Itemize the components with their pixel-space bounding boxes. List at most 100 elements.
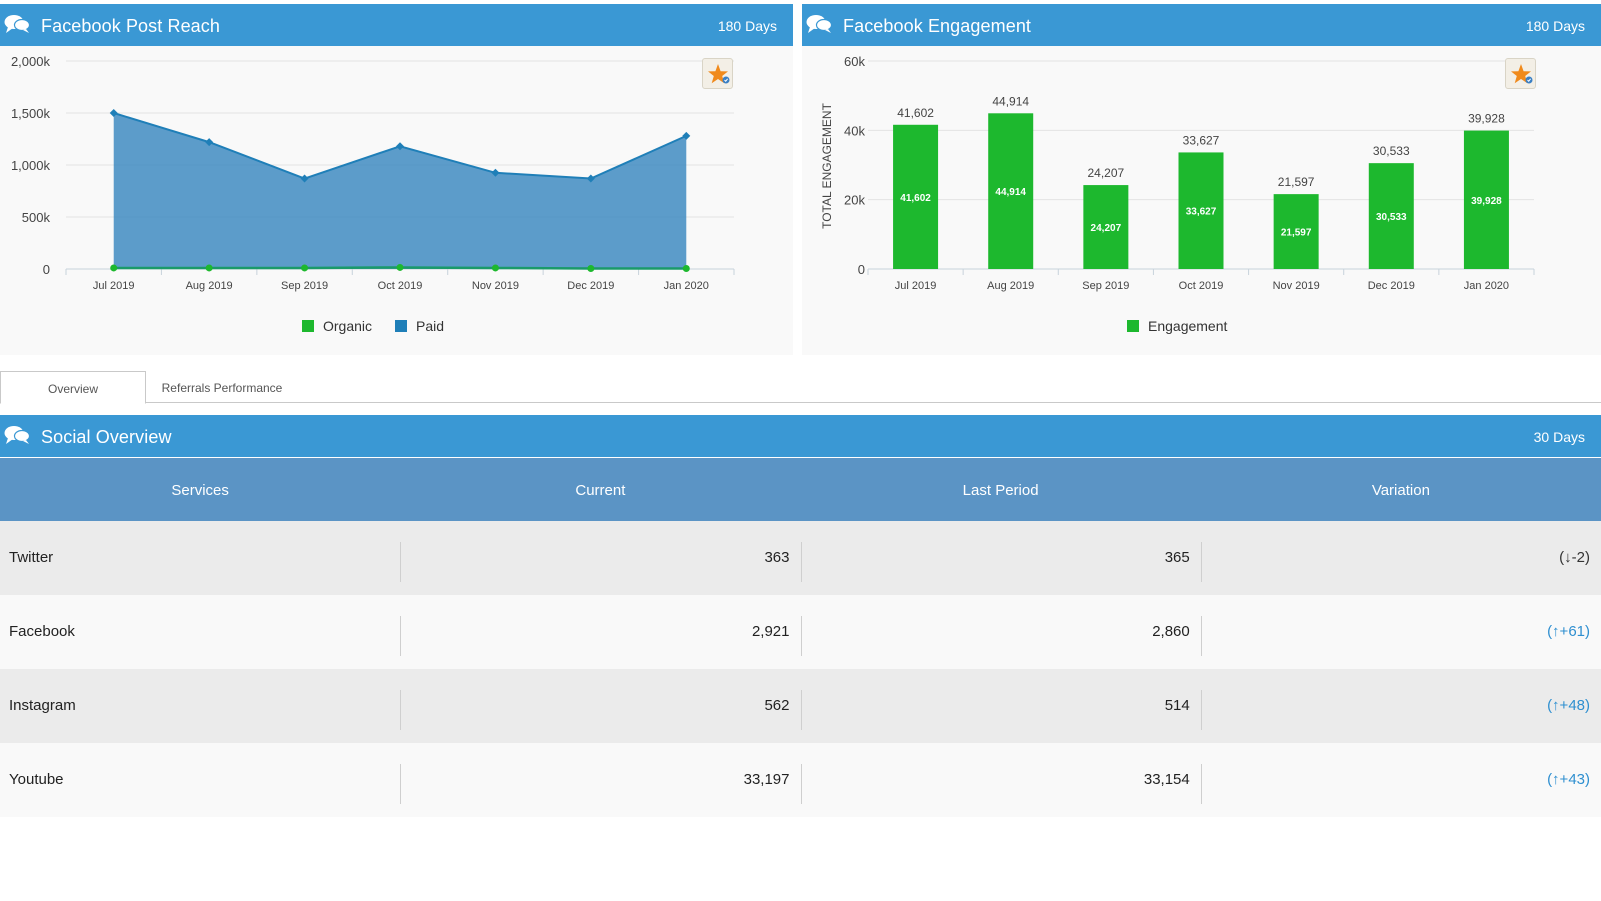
organic-point	[491, 264, 499, 272]
legend-label: Paid	[416, 318, 444, 334]
x-tick-label: Nov 2019	[1273, 280, 1320, 292]
y-tick-label: 0	[858, 262, 865, 277]
paid-point	[300, 174, 309, 183]
social-overview-panel: Social Overview 30 Days Services Current…	[0, 415, 1601, 819]
engagement-panel-header: Facebook Engagement 180 Days	[802, 4, 1601, 46]
x-tick-label: Sep 2019	[281, 280, 328, 292]
chat-bubbles-icon	[4, 426, 30, 444]
tab-bar: Overview Referrals Performance	[0, 371, 1601, 404]
engagement-panel: Facebook Engagement 180 Days 60k 40k 20k 0 T…	[802, 4, 1601, 355]
bar-value-label: 33,627	[1183, 133, 1220, 147]
organic-point	[396, 263, 404, 271]
reach-chart: 2,000k 1,500k 1,000k 500k 0 Jul 2019 Aug 2019 S…	[11, 54, 735, 334]
y-tick-label: 20k	[844, 193, 865, 208]
column-header-variation[interactable]: Variation	[1371, 482, 1430, 499]
last-period-value: 2,860	[1152, 623, 1190, 640]
reach-panel: Facebook Post Reach 180 Days 2,000k 1,500…	[0, 4, 793, 355]
x-tick-label: Jul 2019	[895, 280, 937, 292]
bar-value-label: 39,928	[1468, 112, 1505, 126]
bar	[1083, 185, 1129, 269]
reach-panel-days[interactable]: 180 Days	[717, 18, 777, 34]
service-name: Facebook	[9, 623, 75, 640]
x-tick-label: Oct 2019	[1179, 280, 1224, 292]
paid-point	[586, 174, 595, 183]
engagement-panel-title: Facebook Engagement	[843, 16, 1032, 36]
current-value: 363	[764, 549, 790, 566]
y-tick-label: 1,500k	[11, 106, 51, 121]
social-overview-header: Social Overview 30 Days	[0, 415, 1601, 457]
engagement-panel-days[interactable]: 180 Days	[1525, 18, 1585, 34]
tab-overview[interactable]: Overview	[0, 371, 146, 404]
organic-point	[587, 264, 595, 272]
bar-value-label: 24,207	[1088, 166, 1125, 180]
bar	[988, 113, 1034, 270]
bar	[1273, 194, 1319, 269]
bar	[1178, 152, 1224, 269]
paid-point	[109, 109, 118, 117]
favorite-button[interactable]	[1505, 58, 1536, 89]
x-tick-label: Sep 2019	[1082, 280, 1129, 292]
bar	[1463, 130, 1509, 269]
last-period-value: 365	[1164, 549, 1190, 566]
bar	[893, 124, 939, 270]
current-value: 33,197	[743, 771, 790, 788]
x-tick-label: Dec 2019	[567, 280, 614, 292]
legend-swatch	[395, 320, 407, 332]
social-overview-title: Social Overview	[41, 427, 172, 447]
x-tick-label: Dec 2019	[1368, 280, 1415, 292]
bar-value-label: 30,533	[1373, 144, 1410, 158]
service-name: Twitter	[9, 549, 54, 566]
variation-value: (↑+61)	[1547, 623, 1590, 640]
x-tick-label: Nov 2019	[472, 280, 519, 292]
service-name: Youtube	[9, 771, 64, 788]
y-tick-label: 2,000k	[11, 54, 51, 69]
bar-value-label: 44,914	[992, 94, 1029, 108]
paid-area	[113, 113, 687, 269]
y-tick-label: 1,000k	[11, 158, 51, 173]
y-tick-label: 0	[43, 262, 50, 277]
y-tick-label: 500k	[22, 210, 51, 225]
y-axis-title: TOTAL ENGAGEMENT	[820, 102, 834, 228]
y-tick-label: 60k	[844, 54, 865, 69]
favorite-button[interactable]	[702, 58, 733, 89]
favorite-star-icon	[1511, 64, 1533, 84]
x-tick-label: Jan 2020	[664, 280, 709, 292]
service-name: Instagram	[9, 697, 76, 714]
paid-point	[491, 168, 500, 177]
tab-referrals-performance[interactable]: Referrals Performance	[161, 381, 283, 395]
variation-value: (↑+43)	[1547, 771, 1590, 788]
current-value: 2,921	[751, 623, 790, 640]
bar-inner-label: 30,533	[1376, 212, 1407, 223]
x-tick-label: Aug 2019	[987, 280, 1034, 292]
table-row: Instagram 562 514 (↑+48)	[0, 669, 1601, 743]
bar-value-label: 21,597	[1278, 175, 1315, 189]
chat-bubbles-icon	[4, 15, 30, 33]
x-tick-label: Jul 2019	[93, 280, 135, 292]
last-period-value: 514	[1164, 697, 1190, 714]
bar-value-label: 41,602	[897, 106, 934, 120]
bar-inner-label: 24,207	[1091, 223, 1122, 234]
organic-point	[682, 264, 690, 272]
column-header-last-period[interactable]: Last Period	[962, 482, 1039, 499]
current-value: 562	[764, 697, 790, 714]
paid-point	[396, 142, 404, 151]
social-overview-days[interactable]: 30 Days	[1533, 429, 1585, 445]
legend-swatch	[1127, 320, 1139, 332]
engagement-chart: 60k 40k 20k 0 TOTAL ENGAGEMENT Jul 2019 Aug 20…	[820, 54, 1535, 334]
column-header-current[interactable]: Current	[575, 482, 626, 499]
reach-panel-header: Facebook Post Reach 180 Days	[0, 4, 793, 46]
organic-point	[205, 264, 213, 272]
legend-label: Organic	[323, 318, 372, 334]
last-period-value: 33,154	[1143, 771, 1190, 788]
table-row: Facebook 2,921 2,860 (↑+61)	[0, 595, 1601, 669]
table-row: Twitter 363 365 (↓-2)	[0, 521, 1601, 595]
bar-inner-label: 41,602	[900, 193, 931, 204]
favorite-star-icon	[708, 64, 730, 84]
paid-point	[682, 131, 691, 140]
column-header-services[interactable]: Services	[171, 482, 229, 499]
variation-value: (↓-2)	[1559, 549, 1590, 566]
organic-point	[301, 264, 309, 272]
bar-inner-label: 44,914	[995, 187, 1026, 198]
variation-value: (↑+48)	[1547, 697, 1590, 714]
legend-swatch	[302, 320, 314, 332]
